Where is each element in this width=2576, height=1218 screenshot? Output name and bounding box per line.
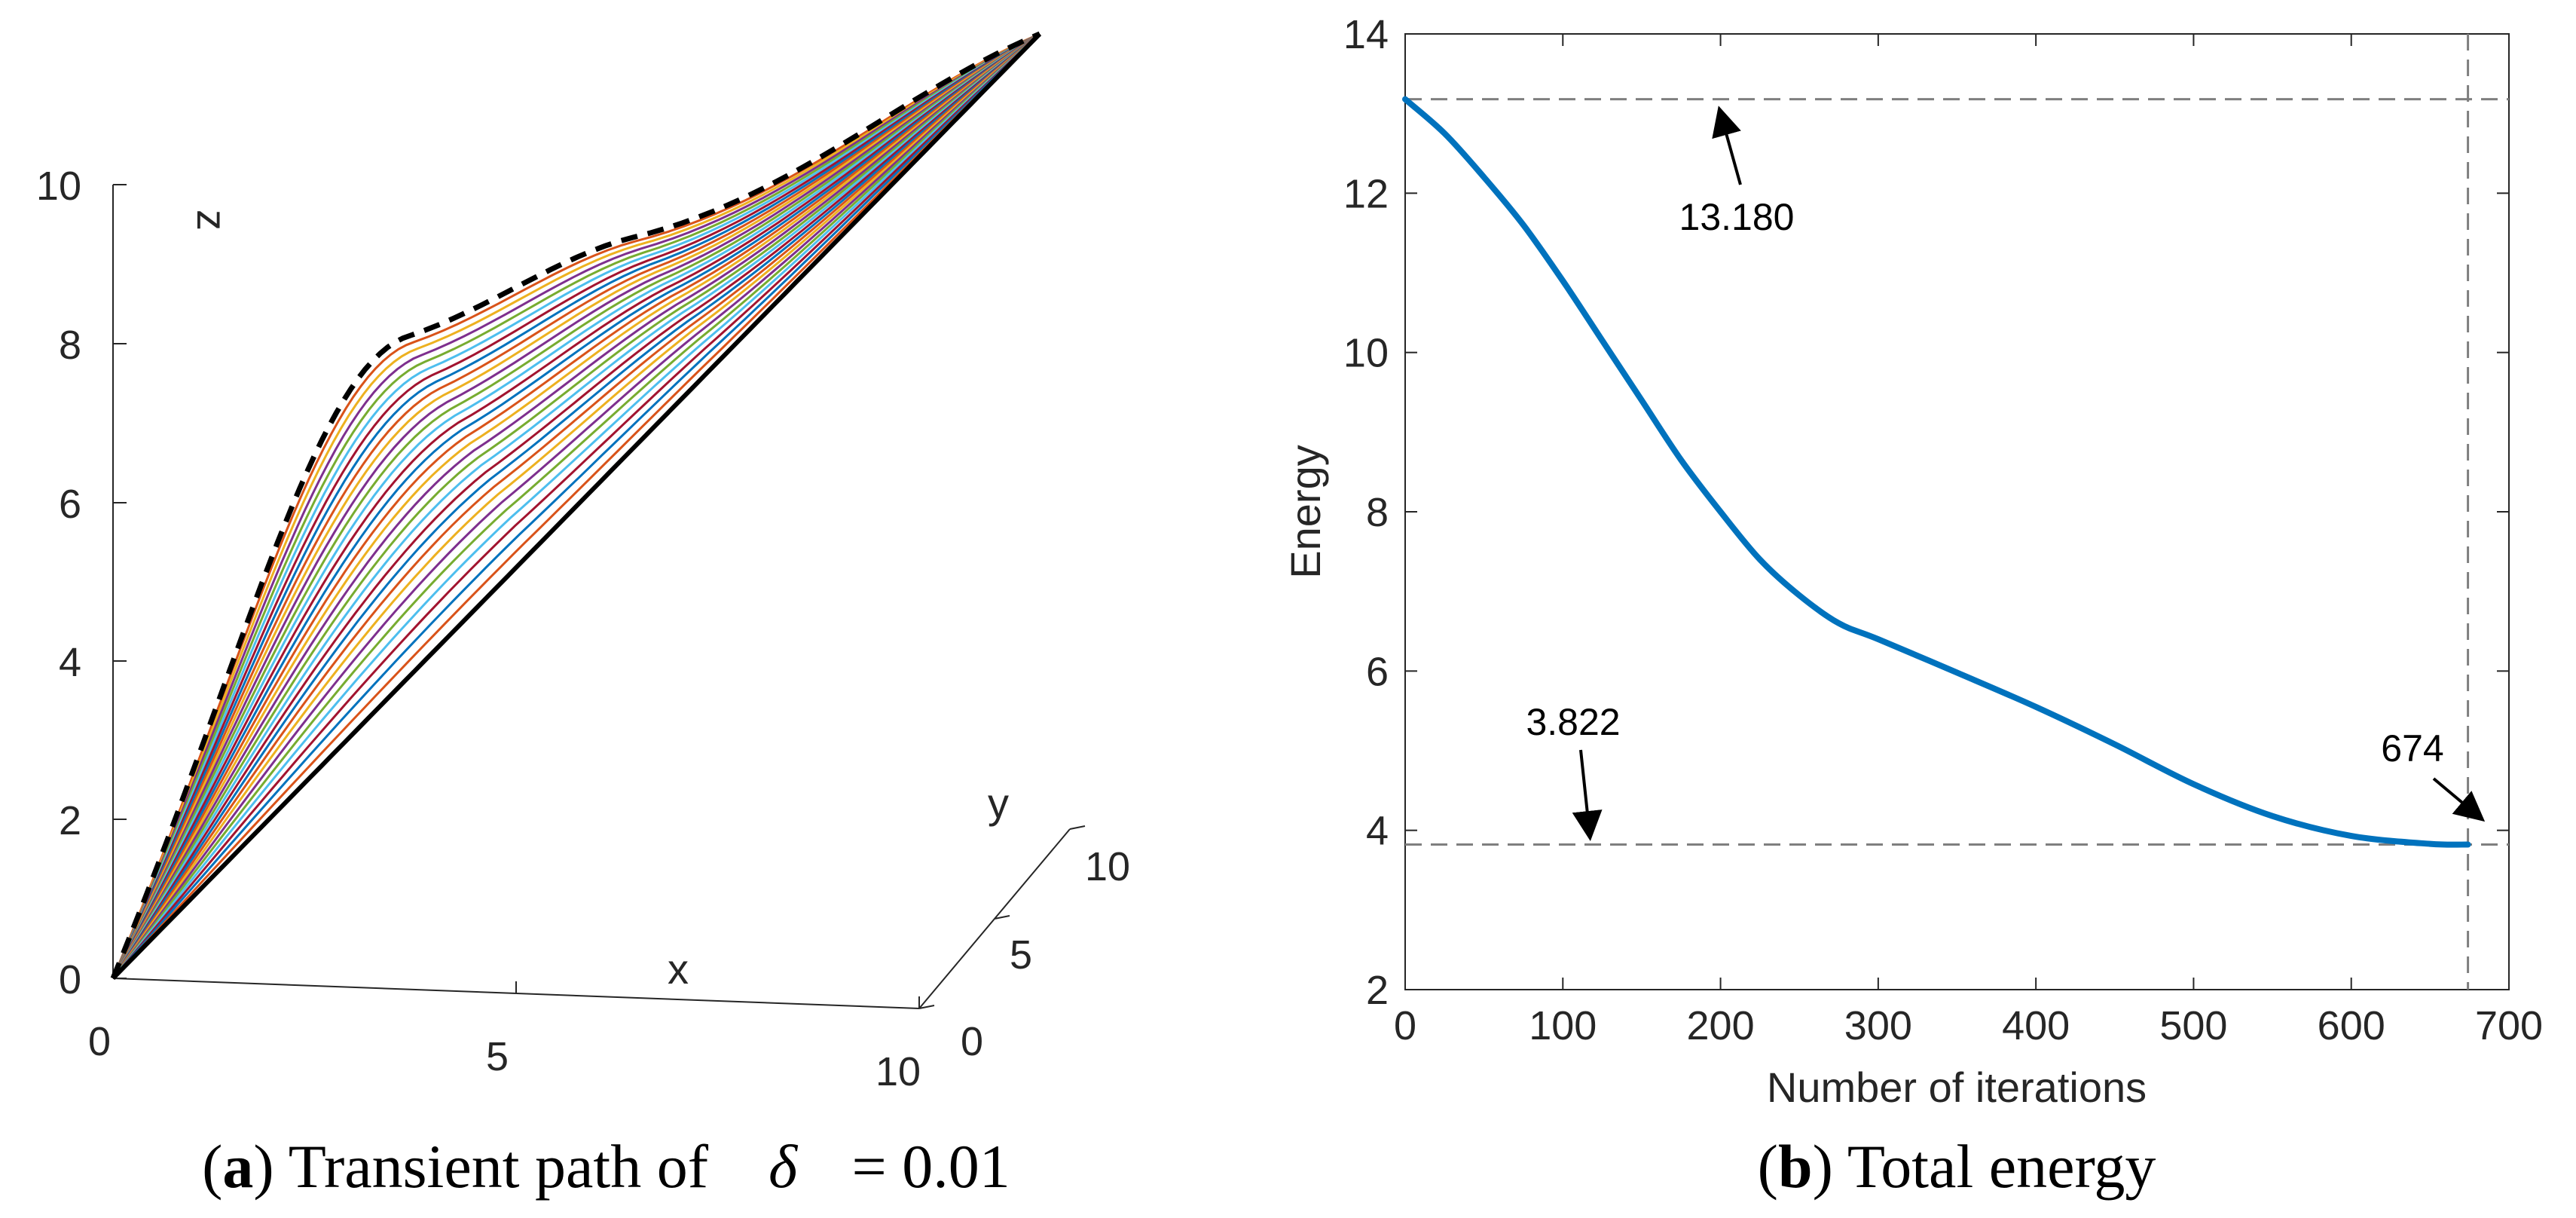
annotations-b: 13.180 3.822 674 — [1526, 106, 2486, 841]
transient-path — [112, 32, 1041, 979]
transient-path — [112, 32, 1040, 979]
caption-a-letter: a — [222, 1132, 253, 1201]
x-tick-label: 10 — [875, 1049, 921, 1094]
transient-path — [112, 32, 1040, 979]
annotation-min-label: 3.822 — [1526, 701, 1620, 743]
z-tick-label: 8 — [59, 323, 81, 368]
y-axis-label: y — [988, 779, 1009, 827]
transient-path — [112, 32, 1040, 979]
x-tick-label: 400 — [2002, 1003, 2070, 1048]
y-tick-0 — [918, 1005, 935, 1009]
panel-b: 0 100 200 300 400 500 600 700 2 4 6 8 10… — [1282, 12, 2543, 1201]
x-tick-label: 0 — [88, 1019, 111, 1064]
caption-a-value: = 0.01 — [836, 1132, 1010, 1201]
y-tick-label: 5 — [1010, 932, 1032, 978]
transient-path — [112, 32, 1040, 979]
transient-path — [112, 32, 1040, 979]
x-tick-label: 300 — [1844, 1003, 1912, 1048]
annotation-iter-label: 674 — [2381, 727, 2443, 770]
transient-path — [112, 32, 1040, 979]
x-tick-label: 500 — [2159, 1003, 2227, 1048]
transient-path — [112, 32, 1040, 979]
caption-b-text: ) Total energy — [1813, 1132, 2156, 1201]
y-tick-5 — [994, 915, 1010, 920]
y-axis-label-b: Energy — [1282, 445, 1329, 578]
transient-path — [112, 32, 1041, 980]
z-tick-label: 0 — [59, 957, 81, 1002]
transient-path — [112, 32, 1041, 979]
z-tick-label: 4 — [59, 640, 81, 685]
y-tick-labels: 0 5 10 — [961, 844, 1130, 1064]
caption-b-letter: b — [1778, 1132, 1813, 1201]
x-tick-labels-b: 0 100 200 300 400 500 600 700 — [1394, 1003, 2543, 1048]
transient-path — [112, 32, 1040, 979]
panel-b-caption: (b) Total energy — [1758, 1132, 2156, 1201]
caption-b: (b) Total energy — [1758, 1132, 2156, 1201]
y-tick-label: 6 — [1366, 649, 1389, 694]
x-tick-label: 0 — [1394, 1003, 1416, 1048]
transient-path — [112, 32, 1040, 979]
z-tick-label: 10 — [36, 164, 81, 209]
y-tick-label: 12 — [1343, 171, 1389, 216]
y-tick-label: 14 — [1343, 12, 1389, 57]
x-axis-label: x — [668, 945, 689, 993]
z-tick-labels: 0 2 4 6 8 10 — [36, 164, 81, 1002]
x-tick-label: 100 — [1529, 1003, 1597, 1048]
x-tick-labels: 0 5 10 — [88, 1019, 921, 1094]
caption-a-text: ) Transient path of — [253, 1132, 708, 1201]
transient-path — [112, 32, 1040, 979]
transient-path — [112, 32, 1040, 979]
x-tick-label: 200 — [1687, 1003, 1755, 1048]
annotation-max-label: 13.180 — [1679, 196, 1795, 238]
y-tick-label: 4 — [1366, 809, 1389, 854]
x-tick-label: 600 — [2318, 1003, 2385, 1048]
caption-a-symbol: δ — [769, 1132, 799, 1201]
annotation-min-arrow — [1572, 749, 1603, 841]
transient-path — [112, 32, 1040, 979]
transient-path — [112, 32, 1040, 979]
transient-path — [112, 32, 1040, 979]
y-tick-label: 8 — [1366, 490, 1389, 535]
x-tick-label: 700 — [2475, 1003, 2543, 1048]
annotation-iter-arrow — [2432, 777, 2486, 822]
z-tick-label: 6 — [59, 482, 81, 527]
final-path — [111, 32, 1042, 981]
x-axis-label-b: Number of iterations — [1767, 1063, 2147, 1111]
x-tick-label: 5 — [486, 1034, 509, 1079]
y-tick-label: 2 — [1366, 968, 1389, 1013]
transient-paths — [110, 31, 1042, 981]
panel-a: 0 2 4 6 8 10 0 5 10 0 5 10 z x y (a) Tra… — [36, 31, 1130, 1201]
energy-line — [1402, 96, 2471, 848]
transient-path — [112, 32, 1040, 979]
transient-path — [112, 32, 1040, 979]
initial-path — [110, 31, 1041, 980]
axis-ticks-b — [1404, 33, 2510, 990]
transient-path — [112, 32, 1041, 979]
transient-path — [112, 32, 1040, 979]
transient-path — [112, 32, 1040, 979]
caption-a: (a) Transient path of — [202, 1132, 709, 1201]
y-tick-label: 0 — [961, 1019, 983, 1064]
panel-a-caption: (a) Transient path of δ = 0.01 — [202, 1132, 1010, 1201]
annotation-max-arrow — [1712, 106, 1742, 185]
z-tick-label: 2 — [59, 798, 81, 843]
transient-path — [112, 32, 1040, 979]
y-tick-label: 10 — [1343, 331, 1389, 376]
transient-path — [112, 32, 1040, 979]
y-tick-10 — [1069, 825, 1086, 830]
transient-path — [112, 32, 1040, 979]
y-tick-labels-b: 2 4 6 8 10 12 14 — [1343, 12, 1389, 1013]
transient-path — [112, 32, 1040, 979]
panel-a-axes — [112, 184, 1086, 1009]
plot-area-b — [1404, 33, 2510, 990]
y-tick-label: 10 — [1085, 844, 1130, 889]
z-axis-label: z — [188, 210, 236, 231]
transient-path — [112, 32, 1040, 979]
caption-b-open-paren: ( — [1758, 1132, 1778, 1201]
transient-path — [112, 32, 1040, 979]
caption-a-open-paren: ( — [202, 1132, 222, 1201]
reference-lines — [1405, 34, 2509, 990]
energy-series — [1402, 96, 2471, 848]
